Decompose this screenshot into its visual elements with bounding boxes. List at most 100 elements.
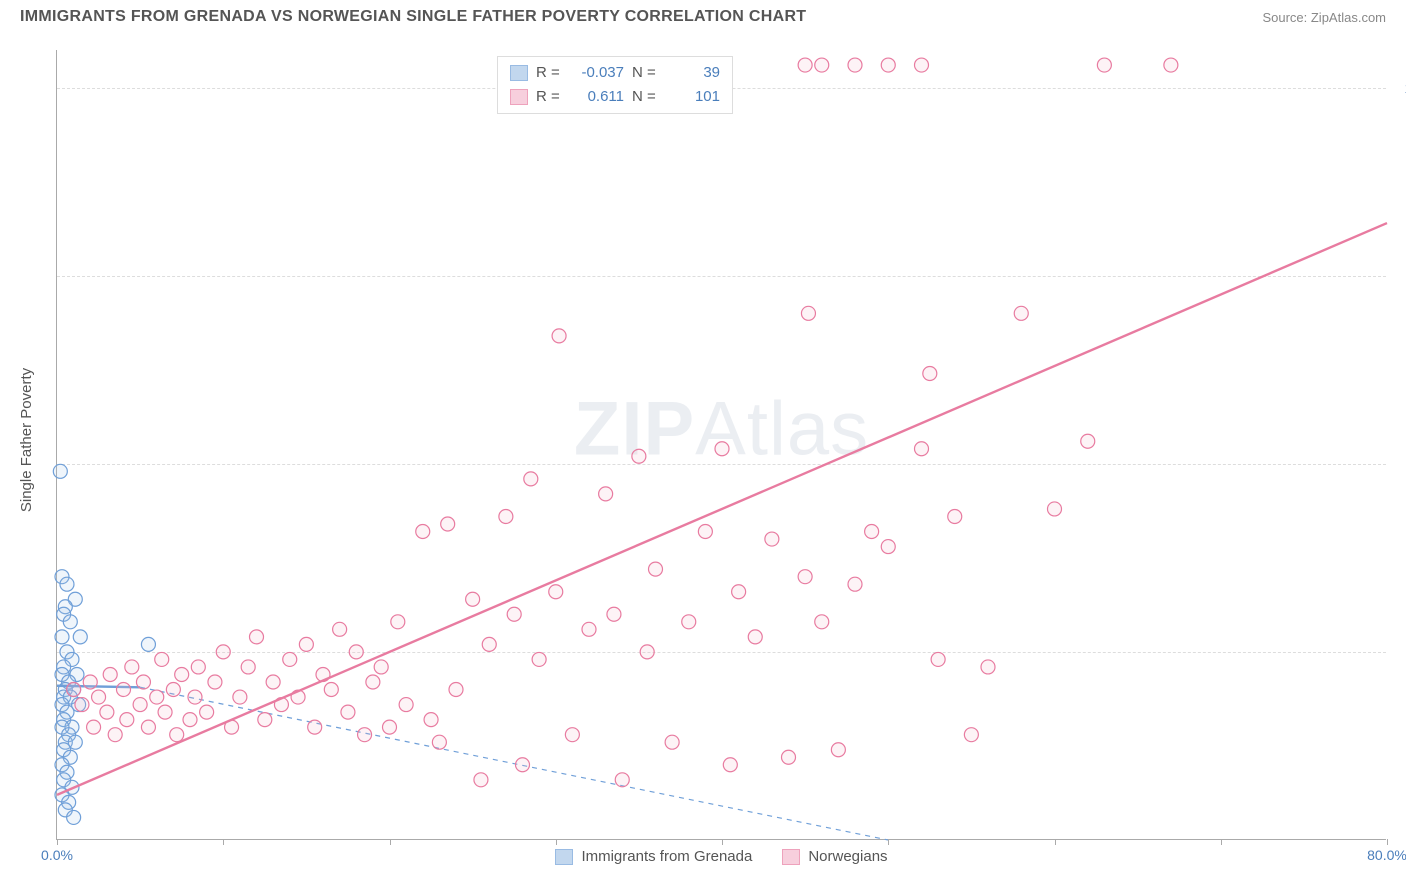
data-point [524, 472, 538, 486]
data-point [117, 683, 131, 697]
data-point [1014, 306, 1028, 320]
data-point [441, 517, 455, 531]
n-value-grenada: 39 [670, 61, 720, 85]
data-point [383, 720, 397, 734]
data-point [682, 615, 696, 629]
legend-label: Immigrants from Grenada [581, 848, 752, 865]
data-point [516, 758, 530, 772]
data-point [432, 735, 446, 749]
x-tick [1387, 839, 1388, 845]
data-point [141, 637, 155, 651]
data-point [308, 720, 322, 734]
stats-row-grenada: R = -0.037 N = 39 [510, 61, 720, 85]
data-point [798, 570, 812, 584]
data-point [449, 683, 463, 697]
y-tick-label: 100.0% [1392, 80, 1406, 96]
source-label: Source: ZipAtlas.com [1262, 10, 1386, 25]
data-point [424, 713, 438, 727]
data-point [1081, 434, 1095, 448]
x-tick [1055, 839, 1056, 845]
data-point [416, 525, 430, 539]
r-value-norwegians: 0.611 [574, 85, 624, 109]
data-point [499, 509, 513, 523]
data-point [607, 607, 621, 621]
data-point [366, 675, 380, 689]
data-point [60, 577, 74, 591]
data-point [474, 773, 488, 787]
data-point [208, 675, 222, 689]
n-label: N = [632, 85, 662, 109]
data-point [399, 698, 413, 712]
swatch-icon [782, 849, 800, 865]
data-point [848, 58, 862, 72]
data-point [565, 728, 579, 742]
x-tick [57, 839, 58, 845]
x-tick-label: 80.0% [1367, 847, 1406, 863]
data-point [532, 652, 546, 666]
data-point [53, 464, 67, 478]
data-point [715, 442, 729, 456]
data-point [782, 750, 796, 764]
data-point [981, 660, 995, 674]
data-point [374, 660, 388, 674]
data-point [964, 728, 978, 742]
data-point [640, 645, 654, 659]
legend-label: Norwegians [808, 848, 887, 865]
data-point [698, 525, 712, 539]
legend-item-norwegians: Norwegians [782, 848, 887, 865]
data-point [391, 615, 405, 629]
swatch-norwegians [510, 89, 528, 105]
data-point [552, 329, 566, 343]
data-point [732, 585, 746, 599]
data-point [283, 652, 297, 666]
y-tick-label: 50.0% [1392, 456, 1406, 472]
data-point [188, 690, 202, 704]
data-point [599, 487, 613, 501]
data-point [73, 630, 87, 644]
r-label: R = [536, 61, 566, 85]
data-point [175, 667, 189, 681]
data-point [250, 630, 264, 644]
data-point [632, 449, 646, 463]
data-point [87, 720, 101, 734]
data-point [170, 728, 184, 742]
data-point [815, 615, 829, 629]
y-axis-label: Single Father Poverty [18, 368, 35, 512]
correlation-stats-legend: R = -0.037 N = 39 R = 0.611 N = 101 [497, 56, 733, 114]
series-legend: Immigrants from Grenada Norwegians [57, 848, 1386, 865]
data-point [948, 509, 962, 523]
x-tick [722, 839, 723, 845]
data-point [67, 810, 81, 824]
swatch-icon [555, 849, 573, 865]
data-point [1097, 58, 1111, 72]
swatch-grenada [510, 65, 528, 81]
data-point [200, 705, 214, 719]
scatter-plot-svg [57, 50, 1386, 839]
data-point [324, 683, 338, 697]
data-point [191, 660, 205, 674]
r-value-grenada: -0.037 [574, 61, 624, 85]
data-point [120, 713, 134, 727]
data-point [923, 367, 937, 381]
data-point [55, 630, 69, 644]
data-point [63, 615, 77, 629]
data-point [801, 306, 815, 320]
data-point [1164, 58, 1178, 72]
data-point [133, 698, 147, 712]
data-point [92, 690, 106, 704]
data-point [67, 683, 81, 697]
data-point [125, 660, 139, 674]
data-point [765, 532, 779, 546]
data-point [150, 690, 164, 704]
data-point [482, 637, 496, 651]
data-point [233, 690, 247, 704]
data-point [100, 705, 114, 719]
data-point [915, 58, 929, 72]
data-point [155, 652, 169, 666]
data-point [358, 728, 372, 742]
data-point [931, 652, 945, 666]
x-tick [390, 839, 391, 845]
chart-plot-area: ZIPAtlas 25.0%50.0%75.0%100.0% R = -0.03… [56, 50, 1386, 840]
x-tick-label: 0.0% [41, 847, 73, 863]
data-point [798, 58, 812, 72]
